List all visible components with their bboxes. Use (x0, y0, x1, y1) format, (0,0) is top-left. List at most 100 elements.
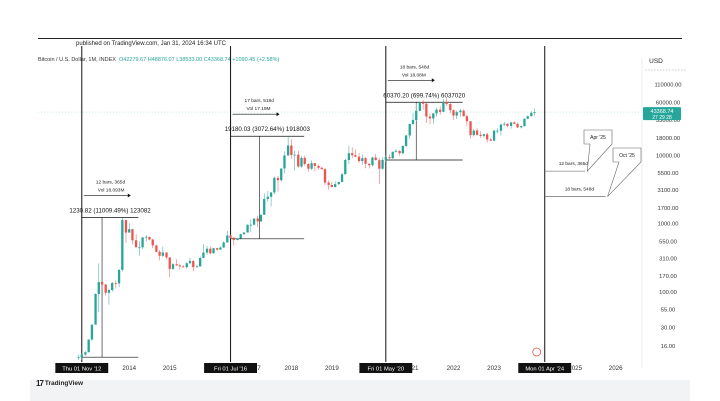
candle-body (351, 153, 354, 156)
measure-arrow-head (127, 193, 131, 198)
candle-body (313, 163, 317, 166)
candle-body (269, 192, 273, 197)
candle-body (503, 123, 506, 125)
candle-body (469, 121, 472, 136)
candle-body (344, 159, 347, 175)
x-tick-label: 2023 (487, 365, 501, 372)
tradingview-logo[interactable]: 17 TradingView (36, 379, 83, 388)
x-tick-label: 2022 (447, 365, 461, 372)
y-tick-label: 1700.00 (658, 206, 679, 212)
y-tick-label: 550.00 (659, 239, 677, 245)
x-tick-label: 2014 (122, 365, 136, 372)
y-tick-label: 1000.00 (658, 222, 679, 228)
bottom-bar (30, 380, 690, 401)
candle-body (526, 116, 529, 119)
price-label-countdown: 27 29 28 (652, 115, 672, 121)
candle-body (192, 260, 195, 268)
candle-body (236, 238, 239, 241)
y-tick-label: 18000.00 (656, 136, 680, 142)
candle-body (117, 269, 121, 284)
candle-body (239, 234, 242, 239)
candle-body (188, 260, 192, 264)
candle-body (148, 236, 151, 240)
candle-body (202, 252, 205, 258)
cycle-marker-date: Thu 01 Nov '12 (62, 367, 101, 373)
projection-bars-text: 18 bars, 548d (565, 187, 595, 193)
candle-body (492, 130, 496, 141)
candle-body (418, 103, 422, 111)
cycle-marker-date-box (204, 363, 258, 373)
candle-body (435, 109, 438, 114)
cycle-marker-date: Mon 01 Apr '24 (525, 367, 565, 373)
projection-callout (607, 147, 642, 197)
measure-vol-text: Vol 17.19M (247, 106, 271, 112)
candle-body (513, 122, 516, 124)
candle-body (145, 236, 148, 238)
candle-body (97, 282, 100, 294)
candle-body (94, 293, 97, 325)
tradingview-logo-mark: 17 (36, 379, 44, 388)
candle-body (209, 248, 212, 254)
candle-body (330, 184, 334, 188)
candle-body (158, 251, 161, 256)
ticker-line: Bitcoin / U.S. Dollar, 1M, INDEX O42279.… (38, 57, 279, 63)
candle-body (347, 153, 351, 160)
candle-body (425, 103, 428, 117)
candle-body (276, 177, 280, 181)
candle-body (391, 151, 394, 159)
candle-body (90, 324, 94, 340)
ohlc-high: H48876.07 (147, 57, 175, 63)
candle-body (374, 157, 377, 161)
candle-body (462, 110, 465, 117)
price-label-box (643, 107, 681, 121)
candle-body (516, 123, 519, 128)
candle-body (232, 237, 235, 241)
candle-body (128, 229, 131, 233)
y-tick-label: 33000.00 (656, 118, 680, 124)
candle-body (381, 159, 384, 169)
candle-body (307, 164, 310, 169)
candle-body (138, 247, 141, 249)
candle-body (161, 252, 165, 256)
y-tick-label: 3100.00 (658, 188, 679, 194)
candle-body (475, 130, 479, 135)
candle-body (297, 154, 300, 167)
x-tick-label: 2025 (568, 365, 582, 372)
candle-body (459, 110, 462, 113)
projection-callout-text: Apr '25 (590, 135, 606, 141)
ohlc-low: L38533.00 (176, 57, 203, 63)
x-tick-label: 2015 (163, 365, 177, 372)
y-tick-label: 100.00 (659, 290, 677, 296)
currency-label: USD (649, 58, 663, 65)
candle-body (293, 154, 296, 156)
candle-body (131, 229, 134, 241)
candle-body (84, 352, 87, 355)
y-tick-label: 16.00 (661, 344, 676, 350)
candle-body (310, 163, 313, 169)
candle-body (388, 157, 391, 159)
candle-body (506, 123, 509, 126)
candle-body (77, 357, 80, 358)
candle-body (533, 112, 536, 113)
y-tick-label: 5500.00 (658, 171, 679, 177)
y-tick-label: 60000.00 (656, 100, 680, 106)
candle-body (408, 123, 411, 136)
projection-bars-text: 12 bars, 365d (559, 161, 589, 167)
candle-body (499, 124, 503, 131)
candle-body (428, 116, 432, 119)
candle-body (354, 155, 357, 157)
candle-body (479, 134, 482, 136)
candle-body (323, 169, 327, 183)
projection-callout (583, 129, 613, 172)
candle-body (300, 157, 303, 167)
candle-body (452, 110, 455, 116)
candle-body (442, 101, 445, 112)
candle-body (455, 112, 458, 116)
candle-body (181, 266, 185, 268)
candle-body (449, 104, 452, 111)
measure-vol-text: Vol 18.093M (98, 188, 125, 194)
measure-value-text: 1230.82 (11009.49%) 123082 (69, 208, 151, 215)
projection-callout-text: Oct '25 (619, 153, 635, 159)
candle-body (465, 116, 469, 122)
